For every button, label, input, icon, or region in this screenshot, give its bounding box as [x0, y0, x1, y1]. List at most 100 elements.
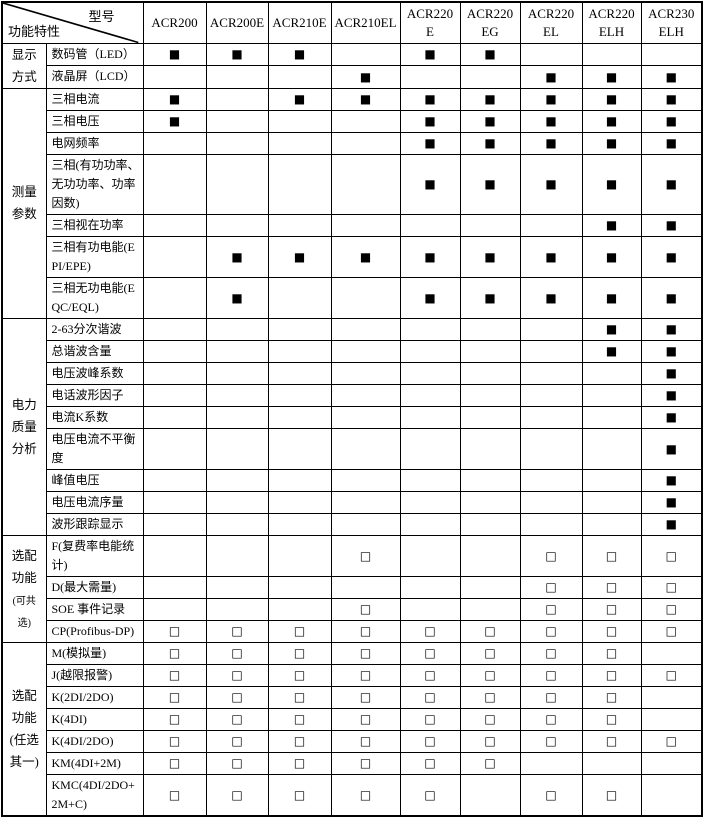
empty-cell — [142, 575, 207, 599]
filled-square-cell: ■ — [640, 131, 703, 155]
table-row: 显示方式 数码管（LED） ■ ■ ■ ■ ■ — [1, 42, 703, 89]
header-row: 型号 功能特性 ACR200 ACR200E ACR210E ACR210EL ACR2… — [1, 1, 703, 44]
filled-square-cell: ■ — [399, 109, 461, 133]
optional-square-cell: □ — [205, 729, 269, 753]
feature-label: 波形跟踪显示 — [45, 512, 144, 536]
empty-cell — [519, 468, 583, 492]
table-row: SOE 事件记录 □ □ □ □ — [2, 597, 703, 621]
empty-cell — [640, 707, 703, 731]
filled-square-cell: ■ — [519, 131, 583, 155]
model-header: ACR210E — [267, 1, 332, 44]
filled-square-cell: ■ — [142, 87, 207, 111]
empty-cell — [267, 512, 332, 536]
group-label-text: 显示方式 — [11, 47, 37, 84]
table-row: 三相电压 ■ ■ ■ ■ ■ ■ — [2, 109, 703, 133]
optional-square-cell: □ — [205, 663, 269, 687]
optional-square-cell: □ — [459, 729, 521, 753]
empty-cell — [640, 685, 703, 709]
optional-square-cell: □ — [205, 773, 269, 816]
feature-label: SOE 事件记录 — [45, 597, 144, 621]
filled-square-cell: ■ — [205, 42, 269, 66]
filled-square-cell: ■ — [581, 65, 642, 89]
filled-square-cell: ■ — [399, 235, 461, 278]
feature-label: 电压电流不平衡度 — [45, 427, 144, 470]
empty-cell — [459, 405, 521, 429]
empty-cell — [330, 361, 401, 385]
optional-square-cell: □ — [330, 773, 401, 816]
empty-cell — [459, 317, 521, 341]
optional-square-cell: □ — [581, 597, 642, 621]
feature-label: 电网频率 — [45, 131, 144, 155]
optional-square-cell: □ — [267, 707, 332, 731]
table-row: 选配功能(可共选) F(复费率电能统计) □ □ □ □ — [1, 534, 703, 643]
empty-cell — [142, 153, 207, 215]
model-header: ACR220 EG — [459, 1, 521, 44]
feature-label: 峰值电压 — [45, 468, 144, 492]
optional-square-cell: □ — [459, 751, 521, 775]
optional-square-cell: □ — [330, 641, 401, 665]
filled-square-cell: ■ — [142, 109, 207, 133]
table-row: 电流K系数 ■ — [2, 405, 703, 429]
optional-square-cell: □ — [640, 663, 703, 687]
feature-label: K(2DI/2DO) — [45, 685, 144, 709]
optional-square-cell: □ — [519, 534, 583, 577]
optional-square-cell: □ — [519, 729, 583, 753]
table-row: 三相视在功率 ■ ■ — [2, 213, 703, 237]
optional-square-cell: □ — [519, 619, 583, 643]
empty-cell — [519, 383, 583, 407]
optional-square-cell: □ — [581, 663, 642, 687]
empty-cell — [459, 361, 521, 385]
optional-square-cell: □ — [519, 641, 583, 665]
empty-cell — [267, 405, 332, 429]
empty-cell — [267, 276, 332, 319]
optional-square-cell: □ — [330, 707, 401, 731]
empty-cell — [205, 131, 269, 155]
optional-square-cell: □ — [399, 707, 461, 731]
empty-cell — [459, 213, 521, 237]
feature-label: J(越限报警) — [45, 663, 144, 687]
optional-square-cell: □ — [330, 663, 401, 687]
empty-cell — [519, 512, 583, 536]
optional-square-cell: □ — [142, 685, 207, 709]
filled-square-cell: ■ — [519, 87, 583, 111]
empty-cell — [267, 427, 332, 470]
table-row: KMC(4DI/2DO+2M+C) □ □ □ □ □ □ □ — [2, 773, 703, 816]
feature-label: K(4DI) — [45, 707, 144, 731]
table-row: K(4DI) □ □ □ □ □ □ □ □ — [2, 707, 703, 731]
optional-square-cell: □ — [519, 773, 583, 816]
filled-square-cell: ■ — [581, 235, 642, 278]
filled-square-cell: ■ — [640, 109, 703, 133]
empty-cell — [205, 534, 269, 577]
optional-square-cell: □ — [459, 685, 521, 709]
filled-square-cell: ■ — [519, 153, 583, 215]
filled-square-cell: ■ — [330, 235, 401, 278]
empty-cell — [459, 773, 521, 816]
empty-cell — [399, 468, 461, 492]
empty-cell — [205, 65, 269, 89]
empty-cell — [459, 427, 521, 470]
empty-cell — [581, 405, 642, 429]
empty-cell — [205, 575, 269, 599]
optional-square-cell: □ — [267, 685, 332, 709]
model-header: ACR200 — [142, 1, 207, 44]
optional-square-cell: □ — [205, 685, 269, 709]
filled-square-cell: ■ — [267, 42, 332, 66]
table-row: 三相(有功功率、无功功率、功率因数) ■ ■ ■ ■ ■ — [2, 153, 703, 215]
model-header: ACR230 ELH — [640, 1, 703, 44]
feature-label: 总谐波含量 — [45, 339, 144, 363]
empty-cell — [205, 87, 269, 111]
filled-square-cell: ■ — [519, 109, 583, 133]
filled-square-cell: ■ — [640, 427, 703, 470]
table-row: 电压波峰系数 ■ — [2, 361, 703, 385]
optional-square-cell: □ — [581, 641, 642, 665]
optional-square-cell: □ — [581, 575, 642, 599]
empty-cell — [519, 317, 583, 341]
empty-cell — [640, 773, 703, 816]
empty-cell — [205, 490, 269, 514]
filled-square-cell: ■ — [459, 235, 521, 278]
empty-cell — [205, 405, 269, 429]
group-label-text: 测量参数 — [11, 185, 37, 221]
empty-cell — [519, 213, 583, 237]
empty-cell — [205, 512, 269, 536]
empty-cell — [519, 490, 583, 514]
